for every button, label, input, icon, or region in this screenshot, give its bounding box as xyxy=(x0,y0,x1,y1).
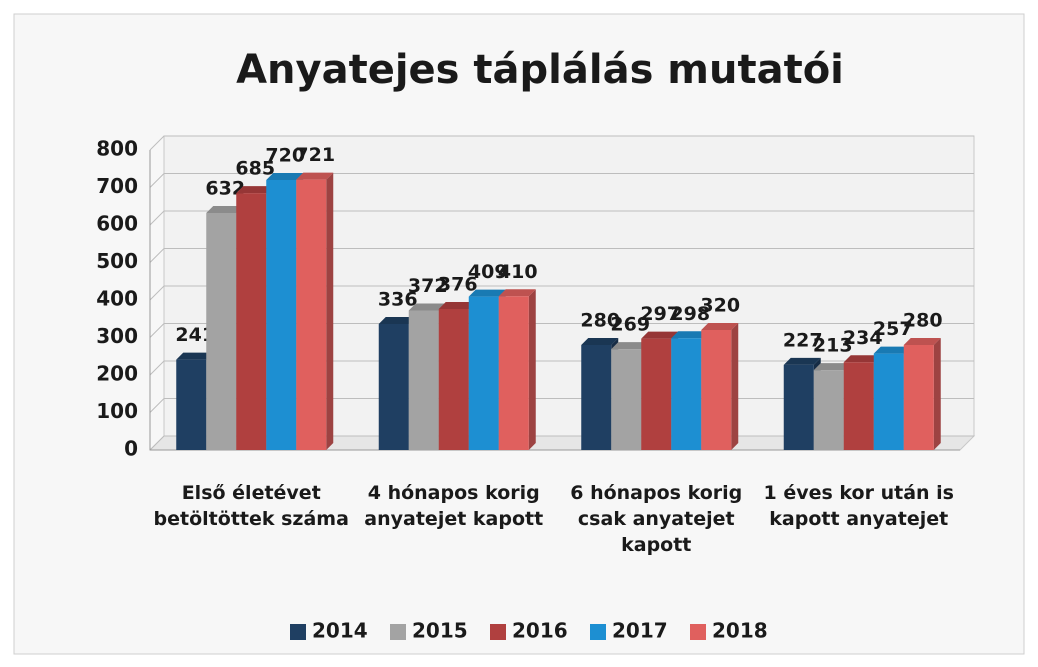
grid-line-side xyxy=(149,173,165,188)
legend-label: 2017 xyxy=(612,619,668,643)
legend-label: 2018 xyxy=(712,619,768,643)
grid-line-side xyxy=(149,248,165,263)
bar xyxy=(266,180,297,450)
y-tick-label: 0 xyxy=(124,437,138,461)
bar-top xyxy=(671,331,709,339)
bar-top xyxy=(611,342,649,350)
data-label: 234 xyxy=(843,327,883,349)
bar-top xyxy=(206,206,244,213)
x-tick-label: Első életévet betöltöttek száma xyxy=(153,482,349,530)
bar xyxy=(581,345,612,450)
grid-line-side xyxy=(149,210,165,226)
x-tick-label: 4 hónapos korig anyatejet kapott xyxy=(364,482,544,530)
data-label: 227 xyxy=(783,329,823,351)
bar xyxy=(813,370,844,450)
bar xyxy=(701,330,732,450)
data-label: 298 xyxy=(670,303,710,325)
legend-label: 2015 xyxy=(412,619,468,643)
bar-top xyxy=(641,331,679,339)
legend-label: 2016 xyxy=(512,619,568,643)
x-tick-label: 6 hónapos korig csak anyatejet kapott xyxy=(570,482,743,556)
bar-top xyxy=(296,172,334,180)
y-tick-label: 300 xyxy=(96,324,138,348)
data-label: 320 xyxy=(700,295,740,317)
data-label: 280 xyxy=(580,310,620,332)
bar-top xyxy=(378,317,416,324)
bar-side xyxy=(731,323,739,450)
legend-swatch xyxy=(390,624,406,640)
bar xyxy=(783,364,814,450)
bar xyxy=(671,338,702,450)
bar xyxy=(641,338,672,450)
bar-side xyxy=(528,289,536,450)
bar-top xyxy=(236,186,274,194)
grid-line-side xyxy=(149,360,165,376)
bar xyxy=(468,296,499,450)
bar-top xyxy=(903,338,941,345)
data-label: 241 xyxy=(175,324,215,346)
bar xyxy=(378,324,409,450)
data-label: 376 xyxy=(438,274,478,296)
data-label: 410 xyxy=(498,261,538,283)
bar xyxy=(176,359,207,450)
bar-top xyxy=(873,346,911,354)
data-label: 257 xyxy=(873,318,913,340)
bar xyxy=(236,193,267,450)
bar-top xyxy=(438,302,476,309)
bar-top xyxy=(498,289,536,297)
bar-top xyxy=(783,357,821,365)
bar-top xyxy=(468,289,506,297)
legend-label: 2014 xyxy=(312,619,368,643)
y-tick-label: 600 xyxy=(96,212,138,236)
y-tick-label: 400 xyxy=(96,287,138,311)
y-tick-label: 800 xyxy=(96,137,138,161)
y-tick-label: 700 xyxy=(96,174,138,198)
bar-top xyxy=(408,303,446,311)
data-label: 632 xyxy=(205,178,245,200)
data-label: 721 xyxy=(295,144,335,166)
data-label: 685 xyxy=(235,158,275,180)
legend-swatch xyxy=(590,624,606,640)
data-label: 372 xyxy=(408,275,448,297)
bar xyxy=(903,345,934,450)
data-label: 336 xyxy=(378,289,418,311)
bar xyxy=(206,213,237,450)
grid-line-side xyxy=(149,398,165,413)
data-label: 280 xyxy=(903,310,943,332)
bar-top xyxy=(701,323,739,330)
y-tick-label: 200 xyxy=(96,362,138,386)
legend-swatch xyxy=(290,624,306,640)
y-tick-label: 500 xyxy=(96,249,138,273)
legend-swatch xyxy=(690,624,706,640)
data-label: 213 xyxy=(813,335,853,357)
data-label: 720 xyxy=(265,145,305,167)
legend-swatch xyxy=(490,624,506,640)
grid-line-side xyxy=(149,285,165,301)
bar-side xyxy=(933,338,941,450)
chart-title: Anyatejes táplálás mutatói xyxy=(236,47,844,93)
grid-line-side xyxy=(149,435,165,451)
bar xyxy=(611,349,642,450)
x-tick-label: 1 éves kor után is kapott anyatejet xyxy=(763,482,954,530)
bar-top xyxy=(266,173,304,180)
data-label: 269 xyxy=(610,314,650,336)
bar-side xyxy=(326,172,334,450)
data-label: 297 xyxy=(640,303,680,325)
bar xyxy=(843,362,874,450)
bar-top xyxy=(813,363,851,371)
bar-top xyxy=(843,355,881,363)
y-tick-label: 100 xyxy=(96,399,138,423)
data-label: 409 xyxy=(468,261,508,283)
bar xyxy=(438,309,469,450)
grid-line-side xyxy=(149,135,165,151)
bar-top xyxy=(581,338,619,345)
bar xyxy=(296,179,327,450)
bar-top xyxy=(176,352,214,360)
grid-line-side xyxy=(149,323,165,338)
bar xyxy=(498,296,529,450)
bar xyxy=(873,353,904,450)
bar xyxy=(408,310,439,450)
